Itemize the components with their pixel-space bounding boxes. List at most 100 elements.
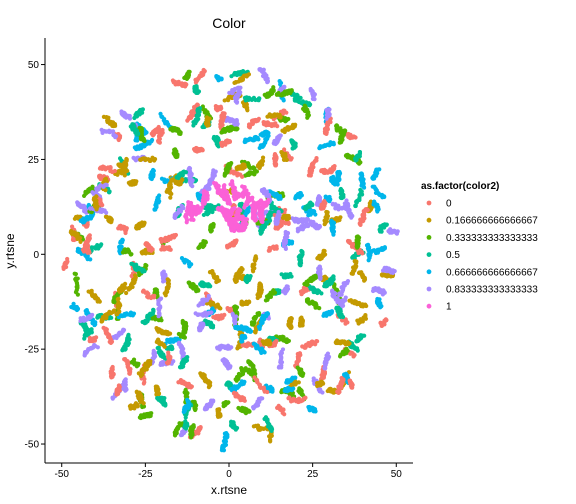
data-point bbox=[317, 264, 322, 269]
data-point bbox=[230, 311, 235, 316]
data-point bbox=[289, 88, 294, 93]
data-point bbox=[251, 424, 256, 429]
point-cluster bbox=[334, 169, 343, 183]
data-point bbox=[140, 289, 146, 294]
point-cluster bbox=[374, 296, 384, 310]
point-cluster bbox=[364, 242, 373, 263]
point-cluster bbox=[280, 122, 298, 135]
data-point bbox=[296, 380, 301, 385]
point-cluster bbox=[191, 145, 205, 154]
data-point bbox=[156, 337, 161, 342]
point-cluster bbox=[193, 67, 207, 85]
point-cluster bbox=[286, 316, 294, 331]
data-point bbox=[176, 380, 181, 385]
data-point bbox=[288, 271, 293, 277]
data-point bbox=[183, 387, 188, 392]
point-cluster bbox=[164, 344, 175, 352]
point-cluster bbox=[134, 389, 146, 406]
data-point bbox=[225, 380, 231, 385]
data-point bbox=[284, 110, 289, 115]
data-point bbox=[331, 167, 336, 172]
point-cluster bbox=[179, 256, 194, 269]
data-point bbox=[158, 111, 163, 116]
data-point bbox=[305, 297, 311, 302]
point-cluster bbox=[229, 379, 247, 393]
data-point bbox=[149, 137, 155, 143]
data-point bbox=[325, 351, 331, 356]
data-point bbox=[220, 122, 225, 127]
point-cluster bbox=[153, 384, 162, 397]
data-point bbox=[276, 90, 281, 96]
point-cluster bbox=[101, 325, 115, 346]
point-cluster bbox=[220, 357, 233, 371]
data-point bbox=[75, 200, 80, 205]
point-cluster bbox=[289, 138, 298, 151]
data-point bbox=[321, 252, 326, 257]
data-point bbox=[136, 393, 141, 398]
data-point bbox=[134, 389, 139, 394]
data-point bbox=[281, 193, 286, 199]
data-point bbox=[96, 245, 102, 250]
data-point bbox=[331, 142, 336, 147]
point-cluster bbox=[108, 364, 116, 380]
point-cluster bbox=[337, 279, 351, 298]
data-point bbox=[290, 138, 295, 143]
data-point bbox=[233, 304, 238, 309]
data-point bbox=[332, 164, 337, 169]
data-point bbox=[154, 287, 159, 293]
data-point bbox=[242, 379, 247, 384]
data-point bbox=[272, 290, 278, 295]
point-cluster bbox=[122, 356, 133, 376]
data-point bbox=[259, 396, 264, 401]
data-point bbox=[310, 202, 315, 207]
data-point bbox=[119, 109, 124, 114]
point-cluster bbox=[322, 351, 332, 371]
data-point bbox=[161, 269, 166, 274]
data-point bbox=[236, 405, 241, 411]
point-cluster bbox=[221, 400, 231, 409]
data-point bbox=[169, 344, 174, 349]
data-point bbox=[124, 156, 129, 162]
point-cluster bbox=[103, 214, 114, 225]
data-point bbox=[181, 206, 186, 211]
point-cluster bbox=[160, 269, 168, 284]
data-point bbox=[98, 165, 103, 170]
data-point bbox=[185, 397, 190, 402]
data-point bbox=[279, 150, 284, 155]
data-point bbox=[116, 226, 121, 231]
data-point bbox=[222, 111, 227, 116]
data-point bbox=[72, 271, 77, 276]
point-cluster bbox=[215, 407, 223, 419]
point-cluster bbox=[87, 335, 99, 344]
data-point bbox=[333, 340, 338, 345]
data-point bbox=[347, 298, 352, 303]
data-point bbox=[73, 276, 79, 281]
data-point bbox=[255, 118, 260, 123]
data-point bbox=[321, 381, 326, 386]
point-cluster bbox=[242, 95, 262, 103]
point-cluster bbox=[370, 167, 382, 181]
data-point bbox=[154, 384, 160, 389]
data-point bbox=[220, 358, 225, 363]
data-point bbox=[311, 219, 316, 225]
data-point bbox=[202, 69, 207, 74]
data-point bbox=[256, 311, 262, 316]
data-point bbox=[338, 215, 343, 220]
data-point bbox=[237, 202, 243, 207]
data-point bbox=[183, 415, 188, 420]
data-point bbox=[380, 268, 386, 273]
data-point bbox=[345, 279, 351, 284]
point-cluster bbox=[315, 264, 323, 281]
point-cluster bbox=[198, 371, 213, 390]
data-point bbox=[314, 155, 319, 161]
data-point bbox=[323, 194, 328, 199]
data-point bbox=[86, 289, 91, 294]
point-cluster bbox=[257, 67, 270, 85]
data-point bbox=[132, 276, 137, 282]
data-point bbox=[211, 136, 216, 141]
point-cluster bbox=[86, 288, 102, 304]
data-point bbox=[377, 297, 382, 302]
data-point bbox=[334, 124, 340, 129]
data-point bbox=[173, 232, 179, 238]
data-point bbox=[246, 359, 251, 364]
